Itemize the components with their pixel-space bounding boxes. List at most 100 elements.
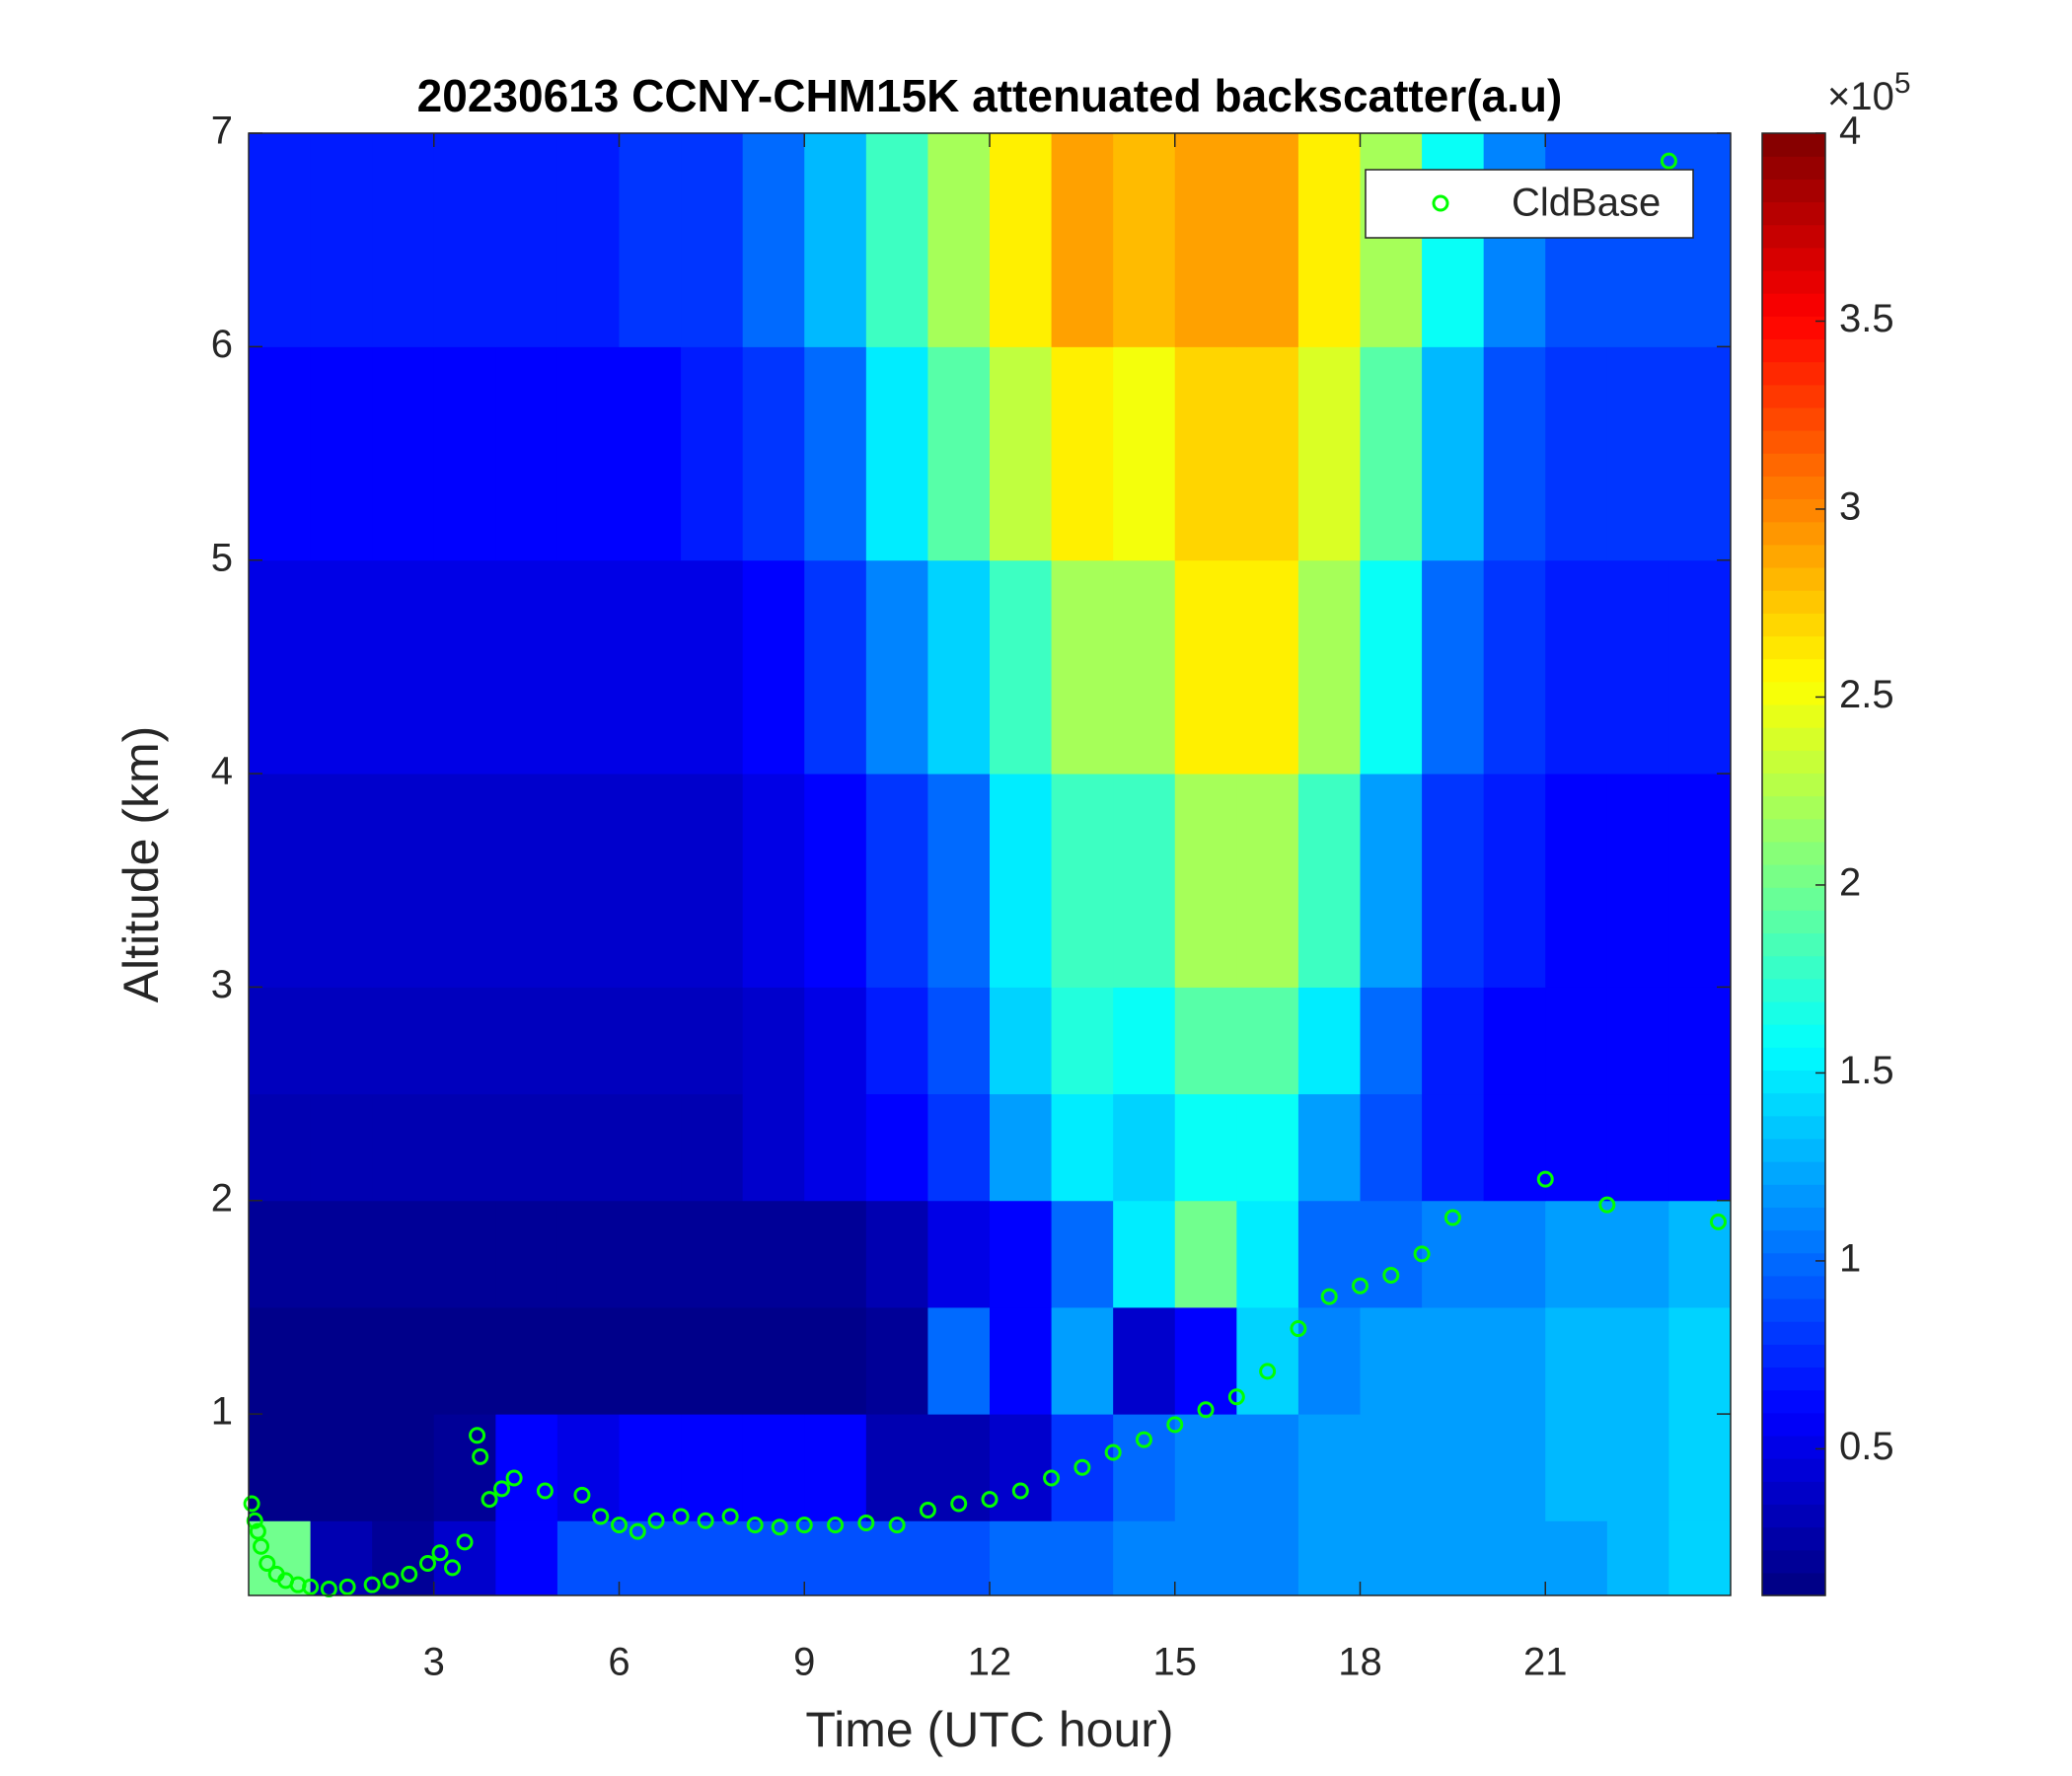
heatmap-cell bbox=[1545, 1520, 1608, 1596]
heatmap-cell bbox=[372, 133, 435, 347]
colorbar-swatch bbox=[1762, 703, 1825, 728]
heatmap-cell bbox=[249, 559, 312, 775]
heatmap-cell bbox=[1051, 1306, 1114, 1415]
cloud-base-point bbox=[919, 1501, 936, 1518]
colorbar-swatch bbox=[1762, 635, 1825, 660]
heatmap-cell bbox=[1113, 1520, 1176, 1596]
heatmap-cell bbox=[1606, 1414, 1669, 1521]
heatmap-cell bbox=[681, 1414, 744, 1521]
heatmap-cell bbox=[619, 133, 682, 347]
cloud-base-point bbox=[431, 1544, 449, 1562]
heatmap-cell bbox=[1483, 559, 1546, 775]
cloud-base-point bbox=[472, 1447, 489, 1465]
heatmap-cell bbox=[495, 774, 558, 988]
heatmap-cell bbox=[556, 1306, 620, 1415]
heatmap-cell bbox=[556, 1414, 620, 1521]
heatmap-cell bbox=[1174, 559, 1237, 775]
heatmap-cell bbox=[556, 346, 620, 561]
heatmap-cell bbox=[1668, 559, 1732, 775]
heatmap-cell bbox=[927, 1306, 991, 1415]
heatmap-cell bbox=[619, 1093, 682, 1202]
cloud-base-point bbox=[505, 1469, 523, 1487]
heatmap-cell bbox=[1668, 987, 1732, 1095]
heatmap-cell bbox=[1297, 774, 1361, 988]
heatmap-cell bbox=[681, 559, 744, 775]
heatmap-cell bbox=[1668, 774, 1732, 988]
heatmap-cell bbox=[681, 1520, 744, 1596]
cloud-base-point bbox=[771, 1518, 788, 1536]
heatmap-cell bbox=[1297, 559, 1361, 775]
heatmap-cell bbox=[1236, 774, 1299, 988]
heatmap-cell bbox=[556, 133, 620, 347]
cloud-base-point bbox=[243, 1495, 260, 1513]
colorbar-swatch bbox=[1762, 453, 1825, 477]
heatmap-cell bbox=[1236, 1414, 1299, 1521]
legend-marker bbox=[1432, 194, 1449, 212]
heatmap-cell bbox=[1236, 1093, 1299, 1202]
heatmap-cell bbox=[990, 1306, 1053, 1415]
heatmap-cell bbox=[433, 559, 496, 775]
heatmap-cell bbox=[1668, 1520, 1732, 1596]
heatmap-cell bbox=[804, 1093, 867, 1202]
colorbar-exponent: ×105 bbox=[1827, 67, 1911, 118]
colorbar-swatch bbox=[1762, 1184, 1825, 1208]
heatmap-cell bbox=[1360, 133, 1423, 347]
heatmap-cell bbox=[249, 1093, 312, 1202]
heatmap-cell bbox=[495, 559, 558, 775]
cloud-base-point bbox=[469, 1427, 486, 1444]
heatmap-cell bbox=[990, 1414, 1053, 1521]
y-tick-label: 2 bbox=[211, 1176, 233, 1220]
heatmap-cell bbox=[1113, 133, 1176, 347]
colorbar-swatch bbox=[1762, 1321, 1825, 1345]
heatmap-cell bbox=[1051, 1520, 1114, 1596]
cloud-base-point bbox=[1166, 1416, 1184, 1434]
heatmap-cell bbox=[619, 1306, 682, 1415]
heatmap-cell bbox=[865, 1200, 928, 1308]
heatmap-cell bbox=[681, 133, 744, 347]
colorbar-swatch bbox=[1762, 773, 1825, 797]
colorbar-swatch bbox=[1762, 1229, 1825, 1254]
heatmap-cell bbox=[310, 987, 373, 1095]
heatmap-cell bbox=[742, 346, 805, 561]
colorbar-tick-label: 1 bbox=[1839, 1236, 1861, 1280]
heatmap-cell bbox=[249, 1200, 312, 1308]
heatmap-cell bbox=[742, 1520, 805, 1596]
colorbar-swatch bbox=[1762, 1070, 1825, 1094]
y-tick-label: 4 bbox=[211, 750, 233, 793]
cloud-base-point bbox=[536, 1482, 554, 1500]
y-tick-label: 3 bbox=[211, 963, 233, 1006]
cloud-base-point bbox=[382, 1572, 400, 1590]
heatmap-cell bbox=[249, 987, 312, 1095]
heatmap-cell bbox=[1236, 987, 1299, 1095]
colorbar-swatch bbox=[1762, 932, 1825, 957]
heatmap-cell bbox=[1483, 1093, 1546, 1202]
colorbar-swatch bbox=[1762, 407, 1825, 431]
heatmap-cell bbox=[927, 1093, 991, 1202]
cloud-base-point bbox=[1598, 1196, 1616, 1214]
cloud-base-point bbox=[1443, 1209, 1461, 1226]
heatmap-cell bbox=[1174, 987, 1237, 1095]
scatter-layer bbox=[243, 152, 1727, 1598]
colorbar-swatch bbox=[1762, 338, 1825, 363]
heatmap-cell bbox=[495, 1414, 558, 1521]
heatmap-cell bbox=[927, 1200, 991, 1308]
heatmap-cell bbox=[1236, 1200, 1299, 1308]
heatmap-cell bbox=[1545, 1093, 1608, 1202]
heatmap-cell bbox=[1236, 346, 1299, 561]
heatmap-cell bbox=[1360, 1200, 1423, 1308]
heatmap-cell bbox=[742, 987, 805, 1095]
x-tick-label: 15 bbox=[1153, 1641, 1198, 1684]
heatmap-cell bbox=[1174, 1520, 1237, 1596]
heatmap-cell bbox=[865, 1306, 928, 1415]
heatmap-cell bbox=[433, 987, 496, 1095]
cloud-base-point bbox=[950, 1495, 968, 1513]
heatmap-cell bbox=[1051, 1414, 1114, 1521]
cloud-base-point bbox=[1709, 1213, 1727, 1230]
heatmap-cell bbox=[990, 559, 1053, 775]
heatmap-cell bbox=[249, 133, 312, 347]
heatmap-cell bbox=[804, 774, 867, 988]
heatmap-cell bbox=[804, 133, 867, 347]
heatmap-cell bbox=[556, 1520, 620, 1596]
heatmap-cell bbox=[1113, 1200, 1176, 1308]
